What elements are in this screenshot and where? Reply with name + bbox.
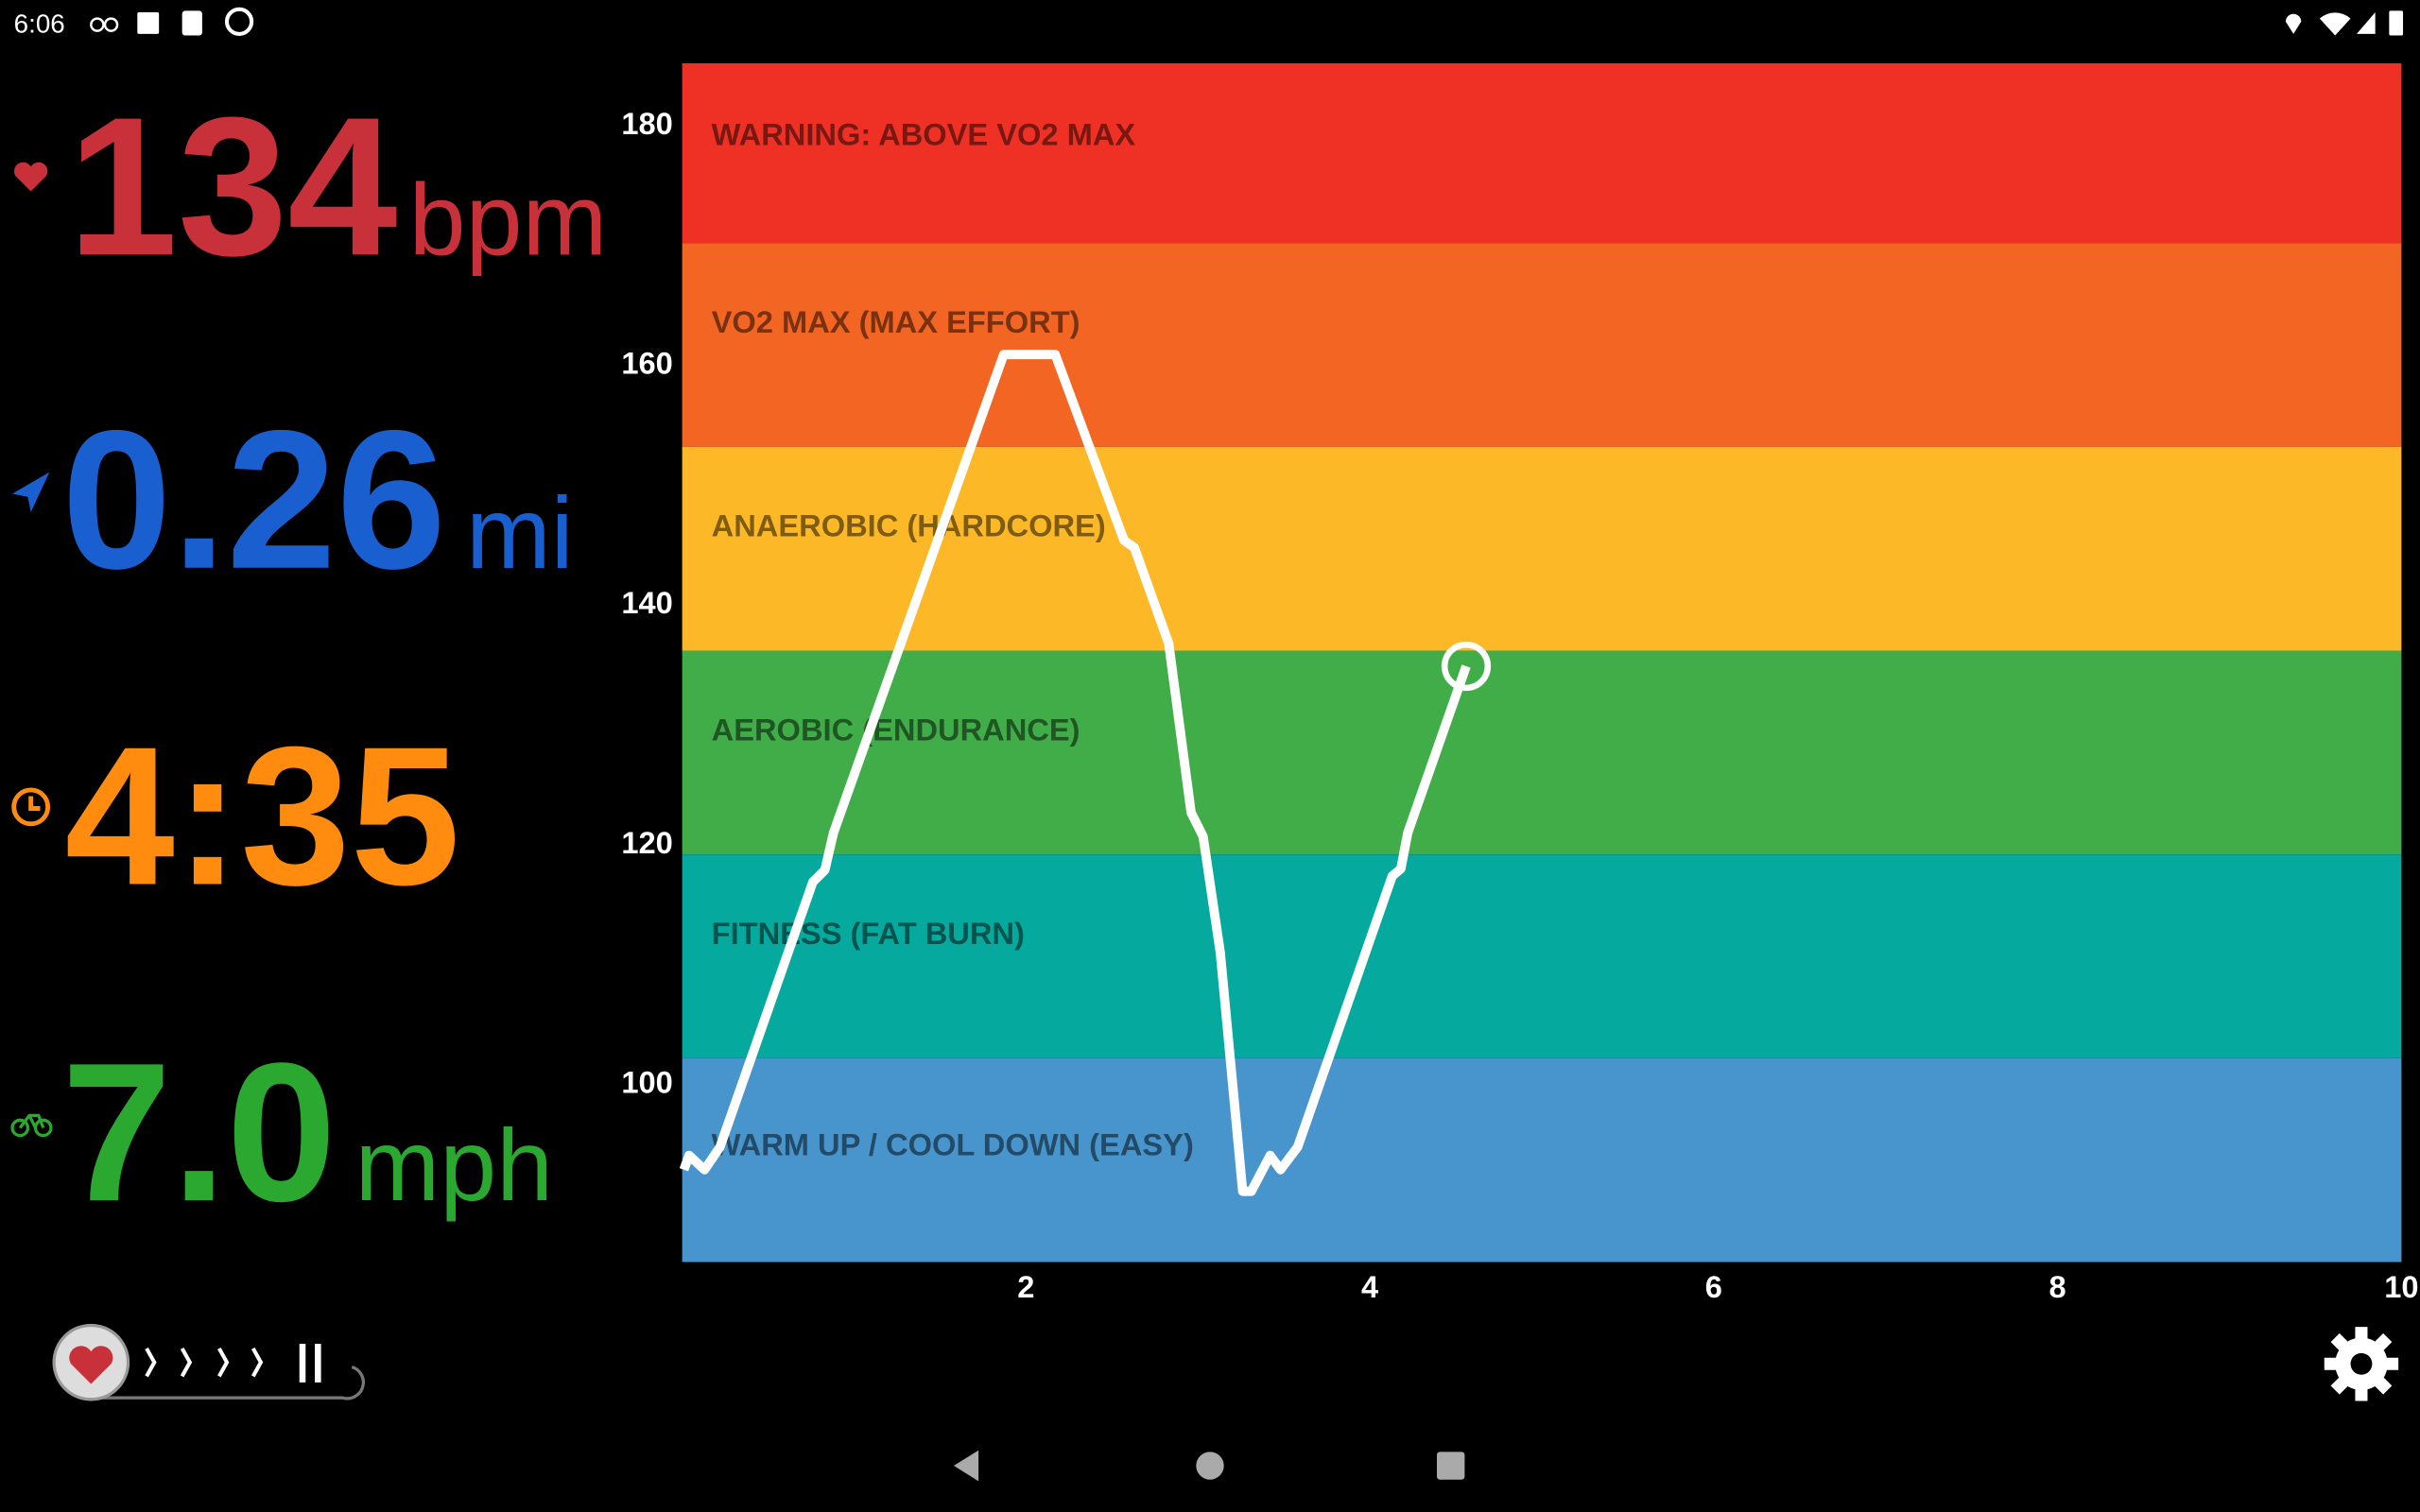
chart: WARNING: ABOVE VO2 MAX VO2 MAX (MAX EFFOR… xyxy=(621,62,2419,1304)
current-point xyxy=(1441,641,1492,692)
home-button[interactable] xyxy=(1196,1452,1224,1480)
zone-label: WARM UP / COOL DOWN (EASY) xyxy=(712,1127,1194,1162)
heart-icon xyxy=(13,162,48,192)
zone-band xyxy=(682,446,2402,651)
distance-unit: mi xyxy=(466,475,574,590)
recents-button[interactable] xyxy=(1437,1452,1465,1480)
heart-rate: 134 xyxy=(68,77,398,297)
zone-band xyxy=(682,62,2402,244)
zone-band xyxy=(682,854,2402,1058)
x-tick-label: 8 xyxy=(2049,1269,2066,1304)
bike-icon xyxy=(10,1113,53,1138)
settings-button[interactable] xyxy=(2324,1327,2399,1401)
back-button[interactable] xyxy=(953,1450,979,1482)
x-tick-label: 4 xyxy=(1361,1269,1378,1304)
heart-rate-line xyxy=(679,350,1471,1196)
zone-band xyxy=(682,243,2402,447)
zone-label: AEROBIC (ENDURANCE) xyxy=(712,712,1080,747)
y-tick-label: 160 xyxy=(621,346,672,381)
zone-label: FITNESS (FAT BURN) xyxy=(712,916,1025,951)
x-tick-label: 6 xyxy=(1705,1269,1722,1304)
y-tick-label: 140 xyxy=(621,585,672,620)
y-tick-label: 100 xyxy=(621,1065,672,1100)
nav-bar xyxy=(953,1450,1465,1482)
x-tick-label: 10 xyxy=(2384,1269,2418,1304)
y-tick-label: 120 xyxy=(621,825,672,860)
start-slider[interactable] xyxy=(52,1323,365,1401)
elapsed-time: 4:35 xyxy=(65,707,460,927)
distance-icon xyxy=(12,472,50,513)
zone-label: WARNING: ABOVE VO2 MAX xyxy=(712,116,1136,151)
zone-band xyxy=(682,1057,2402,1263)
speed: 7.0 xyxy=(61,1022,336,1243)
clock-icon xyxy=(11,787,51,827)
zone-band xyxy=(682,650,2402,855)
distance: 0.26 xyxy=(61,390,446,610)
y-tick-label: 180 xyxy=(621,106,672,141)
heart-rate-unit: bpm xyxy=(409,162,608,276)
zone-label: VO2 MAX (MAX EFFORT) xyxy=(712,304,1080,339)
zone-label: ANAEROBIC (HARDCORE) xyxy=(712,508,1106,543)
status-time: 6:06 xyxy=(14,9,65,38)
speed-unit: mph xyxy=(355,1108,554,1222)
x-tick-label: 2 xyxy=(1017,1269,1034,1304)
